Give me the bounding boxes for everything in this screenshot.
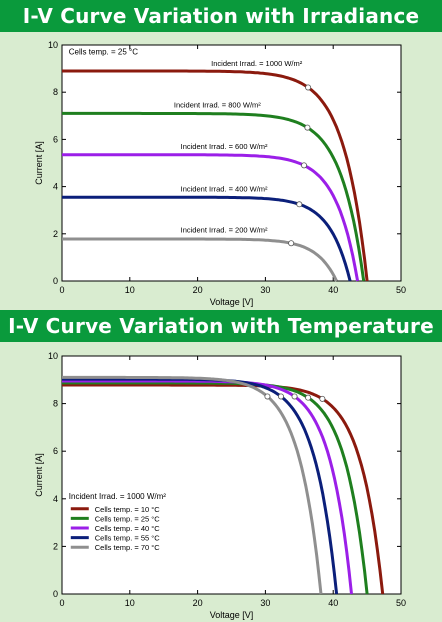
legend-entry: Cells temp. = 70 °C [95,543,160,552]
x-tick-label: 10 [125,285,135,295]
y-tick-label: 2 [53,229,58,239]
mpp-point [305,394,312,401]
mpp-point [264,393,271,400]
y-tick-label: 4 [53,494,58,504]
chart-title-temperature: I-V Curve Variation with Temperature [0,310,442,342]
y-axis-label: Current [A] [34,453,44,497]
legend-entry: Cells temp. = 25 °C [95,514,160,523]
series-line [62,383,385,595]
mpp-point [277,393,284,400]
series-line [62,69,369,282]
x-tick-label: 10 [125,598,135,608]
y-tick-label: 6 [53,134,58,144]
x-tick-label: 50 [396,598,406,608]
series-line [62,153,360,282]
mpp-point [301,162,308,169]
series-label: Incident Irrad. = 600 W/m² [181,142,268,151]
series-line [62,381,369,595]
annotation-label: Cells temp. = 25 °C [69,47,138,56]
legend-entry: Cells temp. = 10 °C [95,505,160,514]
series-label: Incident Irrad. = 400 W/m² [181,184,268,193]
y-tick-label: 10 [48,351,58,361]
x-tick-label: 0 [59,285,64,295]
legend-entry: Cells temp. = 55 °C [95,534,160,543]
mpp-point [288,240,295,247]
y-tick-label: 8 [53,399,58,409]
x-tick-label: 20 [193,598,203,608]
x-axis-label: Voltage [V] [210,297,254,307]
mpp-point [305,84,312,91]
series-label: Incident Irrad. = 800 W/m² [174,101,261,110]
y-tick-label: 6 [53,446,58,456]
y-tick-label: 4 [53,182,58,192]
series-line [62,111,366,282]
legend-title: Incident Irrad. = 1000 W/m² [69,492,166,501]
x-tick-label: 40 [328,285,338,295]
y-tick-label: 10 [48,40,58,50]
x-tick-label: 0 [59,598,64,608]
mpp-point [291,393,298,400]
y-tick-label: 8 [53,87,58,97]
y-tick-label: 2 [53,541,58,551]
irradiance-chart: 0 10 20 30 40 50 0 2 4 6 8 10 Voltage [V] Current [A]… [34,40,406,307]
temperature-chart: 0 10 20 30 40 50 0 2 4 6 8 10 Voltage [V] Current [A]… [34,351,406,620]
x-tick-label: 20 [193,285,203,295]
y-tick-label: 0 [53,276,58,286]
mpp-point [296,201,303,208]
x-axis-label: Voltage [V] [210,610,254,620]
y-axis-label: Current [A] [34,141,44,185]
mpp-point [319,395,326,402]
series-label: Incident Irrad. = 1000 W/m² [211,59,303,68]
x-tick-label: 30 [260,285,270,295]
plot-area [61,44,402,282]
series-line [62,379,353,595]
x-tick-label: 30 [260,598,270,608]
series-line [62,375,323,595]
mpp-point [304,124,311,131]
chart-title-irradiance: I-V Curve Variation with Irradiance [0,0,442,32]
plot-area [61,355,402,595]
x-tick-label: 40 [328,598,338,608]
legend-entry: Cells temp. = 40 °C [95,524,160,533]
series-label: Incident Irrad. = 200 W/m² [181,226,268,235]
y-tick-label: 0 [53,589,58,599]
x-tick-label: 50 [396,285,406,295]
